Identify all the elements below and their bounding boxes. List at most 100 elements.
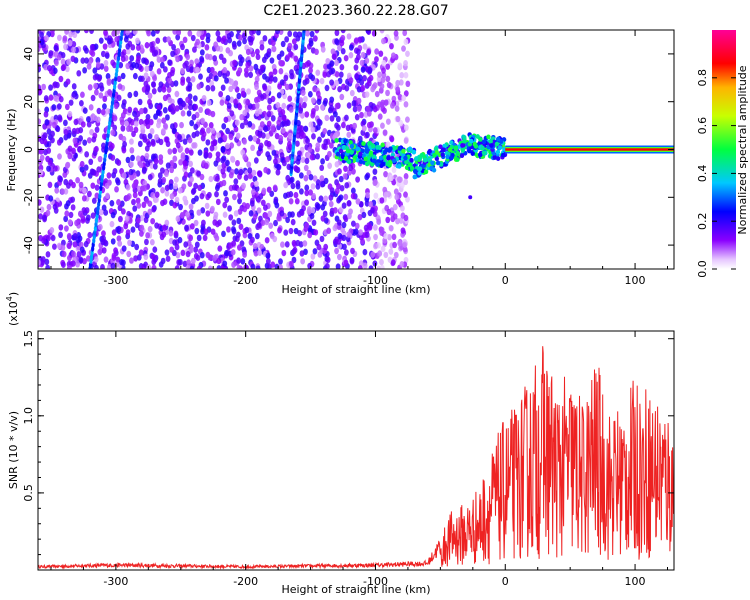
heatmap-cell [39,38,45,46]
snr-ticks: -300 -200 -100 0 100 0.5 1.0 1.5 [22,330,674,588]
heatmap-cell [290,211,295,218]
heatmap-cell [159,62,165,69]
heatmap-cell [205,53,210,60]
heatmap-cell [319,235,325,243]
heatmap-cell [142,180,148,187]
heatmap-cell [266,120,272,128]
heatmap-cell [299,188,304,195]
heatmap-cell [96,107,102,115]
heatmap-cell [196,170,201,177]
heatmap-cell [383,170,388,178]
heatmap-cell [149,162,155,169]
heatmap-cell [242,37,247,45]
heatmap-cell [41,83,47,91]
heatmap-cell [265,151,271,158]
heatmap-cell [307,91,313,98]
heatmap-cell [220,84,226,91]
heatmap-cell [334,138,339,143]
heatmap-cell [275,30,280,35]
heatmap-cell [61,239,66,247]
heatmap-cell [104,182,110,189]
heatmap-cell [287,30,293,38]
heatmap-cell [283,74,289,82]
heatmap-cell [299,112,305,119]
heatmap-cell [348,44,354,51]
heatmap-cell [355,146,361,152]
heatmap-cell [300,89,306,96]
heatmap-cell [231,228,237,235]
heatmap-cell [120,112,126,119]
heatmap-cell [180,249,186,257]
heatmap-cell [332,238,338,246]
heatmap-cell [397,145,402,151]
heatmap-cell [377,113,383,120]
heatmap-cell [320,204,326,211]
heatmap-cell [323,63,328,70]
heatmap-cell [277,227,282,234]
heatmap-cell [132,191,138,199]
heatmap-cell [89,44,95,51]
heatmap-cell [101,230,106,237]
heatmap-cell [147,132,153,140]
heatmap-cell [280,40,286,48]
heatmap-cell [382,154,388,160]
heatmap-cell [374,56,379,63]
heatmap-cell [272,76,278,83]
heatmap-cell [83,30,89,34]
heatmap-cell [84,151,90,158]
carrier-band-core [505,148,674,151]
heatmap-cell [80,91,85,98]
heatmap-cell [469,138,474,144]
heatmap-cell [329,104,334,112]
heatmap-cell [275,169,281,176]
heatmap-cell [294,166,299,173]
heatmap-cell [52,81,58,88]
heatmap-cell [315,183,321,190]
heatmap-cell [116,75,122,83]
heatmap-cell [394,105,400,112]
heatmap-cell [223,190,228,197]
heatmap-cell [304,77,310,85]
heatmap-cell [219,99,225,106]
heatmap-cell [47,159,53,166]
heatmap-cell [54,187,60,194]
heatmap-cell [263,204,268,211]
heatmap-cell [346,200,352,207]
heatmap-cell [196,234,202,242]
heatmap-cell [403,178,409,186]
heatmap-cell [442,143,447,149]
heatmap-cell [45,251,51,258]
heatmap-cell [236,40,242,47]
heatmap-cell [309,30,315,38]
heatmap-cell [151,87,157,95]
heatmap-cell [298,172,304,179]
heatmap-cell [48,84,53,91]
heatmap-cell [67,254,72,262]
heatmap-cell [83,240,89,248]
heatmap-cell [368,74,374,82]
heatmap-cell [94,184,100,191]
heatmap-cell [91,136,97,143]
heatmap-cell [68,211,74,219]
heatmap-cell [256,207,262,214]
heatmap-cell [358,260,364,267]
heatmap-cell [116,235,122,242]
heatmap-cell [246,88,251,95]
heatmap-cell [199,49,205,56]
heatmap-cell [157,172,163,179]
heatmap-cell [129,138,134,145]
heatmap-cell [419,152,424,158]
heatmap-cell [320,158,325,165]
heatmap-cell [351,100,357,107]
heatmap-cell [283,181,289,189]
heatmap-cell [310,74,316,82]
heatmap-cell [371,158,377,164]
heatmap-cell [135,217,141,224]
heatmap-cell [353,37,359,44]
heatmap-cell [202,234,208,242]
heatmap-cell [121,245,127,252]
heatmap-cell [261,187,267,195]
heatmap-cell [263,166,269,174]
heatmap-cell [375,144,380,150]
